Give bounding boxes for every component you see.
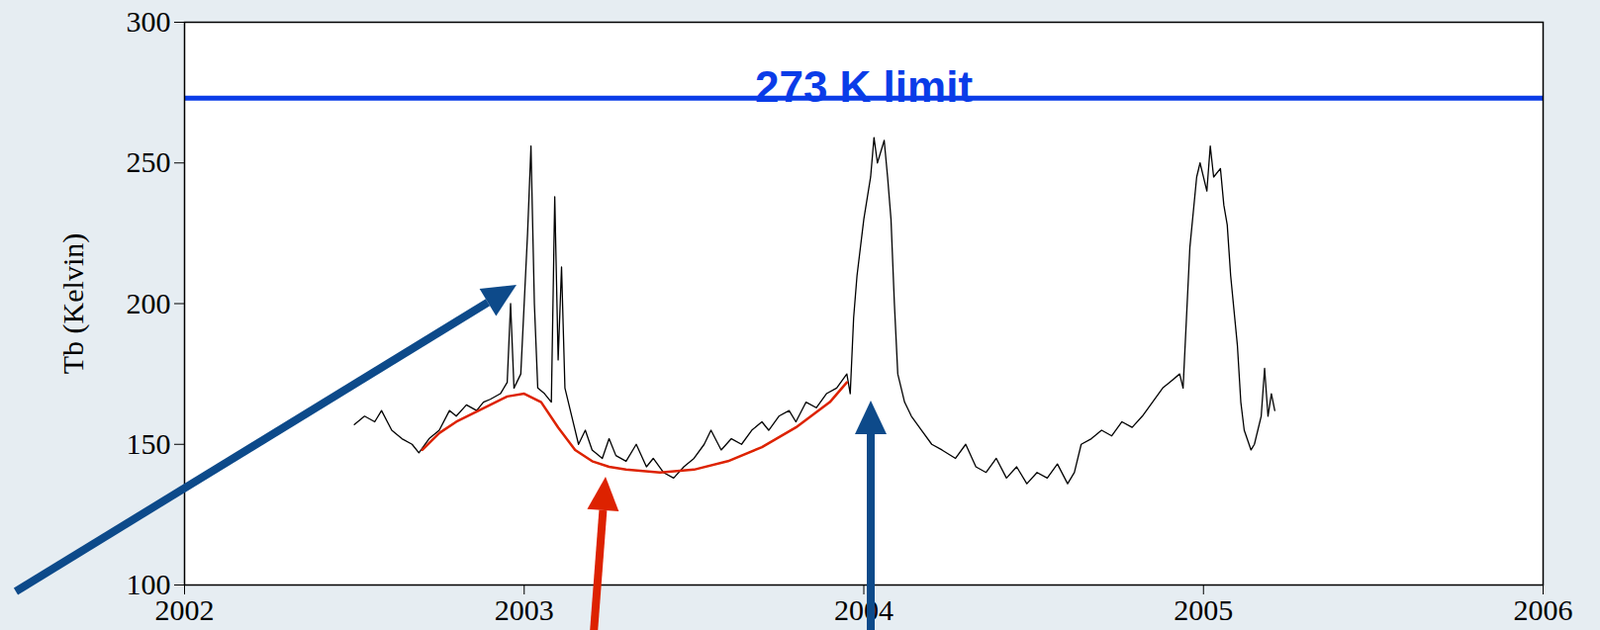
svg-text:2006: 2006: [1513, 593, 1574, 627]
svg-text:2005: 2005: [1173, 593, 1233, 627]
svg-text:273 K limit: 273 K limit: [754, 62, 973, 111]
svg-text:100: 100: [126, 567, 172, 601]
svg-text:300: 300: [126, 4, 172, 38]
svg-text:250: 250: [126, 145, 172, 179]
svg-text:Tb (Kelvin): Tb (Kelvin): [56, 233, 91, 375]
svg-text:2004: 2004: [834, 593, 894, 627]
svg-text:200: 200: [126, 286, 172, 320]
svg-text:2002: 2002: [154, 593, 215, 627]
svg-text:2003: 2003: [494, 593, 555, 627]
svg-text:150: 150: [126, 427, 172, 461]
